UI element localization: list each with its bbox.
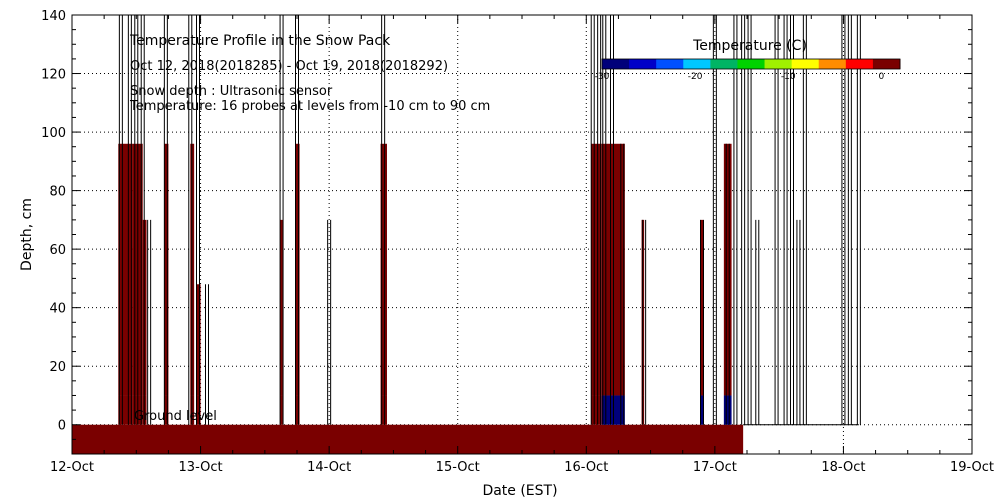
colorbar-swatch xyxy=(845,59,874,69)
x-tick-label: 13-Oct xyxy=(179,460,223,475)
probe-column-lower xyxy=(723,395,732,425)
probe-column-upper xyxy=(723,143,732,396)
probe-column-upper xyxy=(118,143,133,396)
colorbar-swatch xyxy=(818,59,847,69)
colorbar-swatch xyxy=(872,59,901,69)
probe-column-upper xyxy=(196,284,201,396)
probe-column-upper xyxy=(380,143,387,396)
y-axis-title: Depth, cm xyxy=(19,198,35,271)
chart-title: Temperature Profile in the Snow Pack xyxy=(129,33,391,49)
y-tick-label: 100 xyxy=(41,126,66,141)
x-tick-label: 19-Oct xyxy=(950,460,994,475)
probe-column-upper xyxy=(280,219,283,396)
y-tick-label: 60 xyxy=(49,243,66,258)
y-tick-label: 40 xyxy=(49,302,66,317)
probe-column-upper xyxy=(601,143,612,396)
colorbar-swatch xyxy=(737,59,766,69)
x-tick-label: 15-Oct xyxy=(436,460,480,475)
grid-lines xyxy=(72,15,972,454)
colorbar-swatch xyxy=(791,59,820,69)
axis-ticks: 12-Oct 13-Oct 14-Oct 15-Oct 16-Oct 17-Oct 18-O… xyxy=(41,9,994,475)
annotation-snow-depth: Snow depth : Ultrasonic sensor xyxy=(130,84,333,99)
probe-column-lower xyxy=(700,395,704,425)
colorbar-tick-label: -30 xyxy=(595,72,610,82)
probe-column-upper xyxy=(612,143,625,396)
chart-subtitle: Oct 12, 2018(2018285) - Oct 19, 2018(201… xyxy=(130,59,448,74)
probe-column-upper xyxy=(164,143,169,396)
ground-temperature-band xyxy=(72,424,744,454)
probe-column-upper xyxy=(295,143,300,396)
colorbar: Temperature (C) -30 -20 -10 0 xyxy=(595,38,901,82)
ground-warm-patch xyxy=(457,427,503,440)
x-tick-label: 18-Oct xyxy=(821,460,865,475)
colorbar-title: Temperature (C) xyxy=(692,38,807,54)
x-tick-label: 16-Oct xyxy=(564,460,608,475)
y-tick-label: 140 xyxy=(41,9,66,24)
x-axis-title: Date (EST) xyxy=(482,483,557,499)
colorbar-swatch xyxy=(656,59,684,69)
probe-column-lower xyxy=(591,395,602,425)
probe-column-lower xyxy=(380,395,387,425)
ground-level-label: Ground level xyxy=(134,409,217,424)
y-tick-label: 20 xyxy=(49,360,66,375)
x-tick-label: 17-Oct xyxy=(693,460,737,475)
probe-column-upper xyxy=(700,219,704,396)
colorbar-tick-label: 0 xyxy=(879,72,885,82)
annotation-probes: Temperature: 16 probes at levels from -1… xyxy=(129,99,490,114)
colorbar-frame xyxy=(601,58,901,70)
snow-depth-trace xyxy=(118,15,861,426)
probe-column-lower xyxy=(280,395,283,425)
probe-column-lower xyxy=(196,395,201,425)
colorbar-swatch xyxy=(629,59,657,69)
x-tick-label: 12-Oct xyxy=(50,460,94,475)
probe-column-lower xyxy=(164,395,169,425)
plot-frame xyxy=(71,14,973,455)
y-tick-label: 120 xyxy=(41,68,66,83)
probe-column-lower xyxy=(295,395,300,425)
probe-column-lower xyxy=(612,395,625,425)
colorbar-swatch xyxy=(764,59,793,69)
colorbar-tick-label: -20 xyxy=(688,72,703,82)
y-tick-label: 80 xyxy=(49,185,66,200)
ground-warm-patch xyxy=(316,427,375,440)
colorbar-swatch xyxy=(683,59,711,69)
colorbar-swatch xyxy=(602,59,630,69)
probe-column-upper xyxy=(591,143,602,396)
probe-column-lower xyxy=(118,395,133,425)
colorbar-swatch xyxy=(710,59,738,69)
x-tick-label: 14-Oct xyxy=(307,460,351,475)
probe-column-lower xyxy=(601,395,612,425)
colorbar-tick-label: -10 xyxy=(781,72,796,82)
y-tick-label: 0 xyxy=(58,419,66,434)
